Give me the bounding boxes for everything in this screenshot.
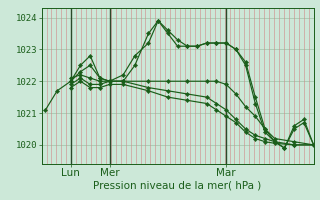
X-axis label: Pression niveau de la mer( hPa ): Pression niveau de la mer( hPa ) bbox=[93, 181, 262, 191]
